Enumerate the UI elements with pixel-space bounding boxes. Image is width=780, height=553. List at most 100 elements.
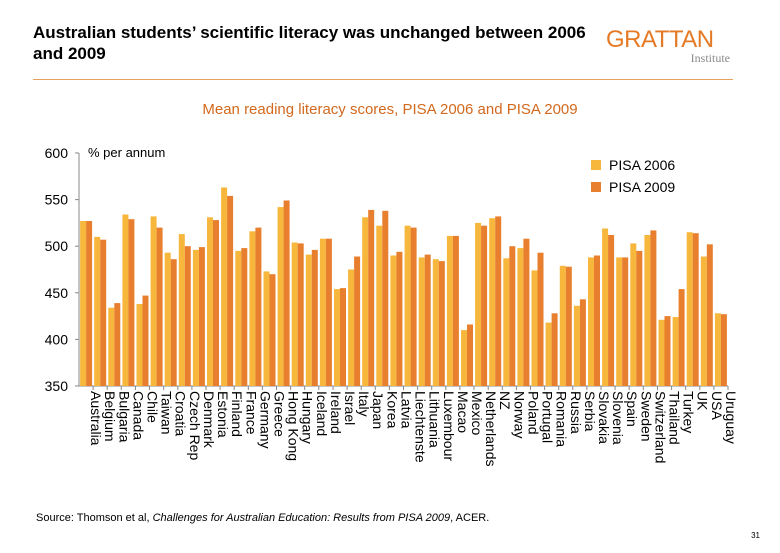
- bar-pisa2006: [686, 232, 693, 386]
- bar-pisa2009: [325, 238, 332, 386]
- bar-pisa2006: [531, 270, 538, 386]
- legend-label: PISA 2006: [609, 157, 675, 173]
- page-number: 31: [751, 531, 760, 540]
- bar-pisa2006: [122, 214, 129, 386]
- x-category-label: Hungary: [300, 391, 316, 444]
- y-tick-label: 600: [45, 145, 69, 161]
- bar-pisa2009: [720, 314, 727, 386]
- bar-pisa2006: [164, 252, 171, 386]
- bar-pisa2009: [565, 266, 572, 386]
- bar-pisa2009: [509, 246, 516, 386]
- bar-pisa2009: [551, 313, 558, 386]
- bar-pisa2006: [602, 228, 609, 386]
- bar-pisa2009: [495, 216, 502, 386]
- x-category-label: Serbia: [582, 391, 598, 432]
- bar-pisa2006: [404, 225, 411, 386]
- bar-pisa2009: [608, 235, 615, 386]
- logo-subtitle: Institute: [690, 51, 730, 65]
- bar-pisa2009: [142, 295, 149, 386]
- bar-pisa2006: [80, 221, 87, 386]
- bar-pisa2009: [269, 274, 276, 386]
- bar-pisa2006: [390, 255, 397, 386]
- x-category-label: Russia: [568, 391, 584, 434]
- bar-pisa2006: [503, 258, 510, 386]
- x-category-label: Denmark: [201, 391, 217, 449]
- x-category-label: Slovenia: [610, 391, 626, 445]
- bar-pisa2009: [198, 247, 205, 386]
- bar-pisa2009: [692, 233, 699, 386]
- x-category-label: Portugal: [540, 391, 556, 443]
- x-category-label: Estonia: [215, 391, 231, 438]
- bar-pisa2006: [573, 305, 580, 386]
- x-category-label: Norway: [511, 391, 527, 438]
- x-category-label: Poland: [525, 391, 541, 435]
- bar-pisa2006: [630, 243, 637, 386]
- bar-pisa2009: [184, 246, 191, 386]
- bar-pisa2009: [594, 255, 600, 386]
- bar-pisa2009: [481, 225, 488, 386]
- x-category-label: Canada: [130, 391, 146, 440]
- x-category-label: Germany: [257, 391, 273, 449]
- bar-pisa2006: [94, 236, 101, 386]
- x-category-label: Switzerland: [652, 391, 668, 463]
- bar-pisa2006: [291, 242, 298, 386]
- bar-pisa2009: [636, 250, 643, 386]
- bar-pisa2009: [452, 235, 459, 386]
- bar-pisa2009: [523, 238, 530, 386]
- legend-swatch: [591, 160, 601, 170]
- bar-pisa2009: [537, 252, 544, 386]
- bar-pisa2006: [376, 225, 383, 386]
- bar-pisa2006: [616, 257, 623, 386]
- bar-pisa2009: [156, 227, 163, 386]
- bar-pisa2009: [622, 257, 629, 386]
- x-category-label: Ireland: [328, 391, 344, 434]
- x-category-label: Croatia: [173, 391, 189, 436]
- bar-pisa2009: [424, 254, 431, 386]
- bar-pisa2009: [340, 288, 346, 386]
- source-note: Source: Thomson et al, Challenges for Au…: [36, 512, 489, 524]
- x-category-label: Bulgaria: [116, 391, 132, 443]
- bar-pisa2009: [706, 244, 713, 386]
- x-category-label: Australia: [88, 391, 104, 446]
- legend-swatch: [591, 182, 601, 192]
- bar-pisa2006: [489, 218, 496, 386]
- bar-pisa2009: [170, 259, 177, 386]
- x-category-label: Turkey: [681, 391, 697, 433]
- bar-pisa2009: [297, 243, 304, 386]
- bar-pisa2006: [432, 259, 439, 386]
- bar-pisa2006: [136, 304, 143, 386]
- bar-pisa2006: [108, 307, 115, 386]
- legend-label: PISA 2009: [609, 179, 675, 195]
- x-category-label: Uruguay: [723, 391, 739, 444]
- bar-pisa2006: [319, 238, 326, 386]
- bar-pisa2009: [368, 209, 375, 386]
- x-category-label: Latvia: [398, 391, 414, 429]
- bar-pisa2009: [650, 230, 657, 386]
- x-category-label: Taiwan: [159, 391, 175, 435]
- bar-pisa2006: [207, 217, 213, 386]
- bar-pisa2006: [348, 269, 355, 386]
- y-tick-label: 450: [45, 285, 69, 301]
- bar-pisa2006: [235, 250, 242, 386]
- bar-pisa2006: [334, 289, 340, 386]
- x-category-label: Iceland: [314, 391, 330, 436]
- bar-pisa2006: [221, 187, 228, 386]
- chart-title: Mean reading literacy scores, PISA 2006 …: [202, 101, 578, 118]
- bar-pisa2006: [178, 234, 185, 386]
- bar-pisa2009: [396, 251, 403, 386]
- x-category-label: Thailand: [667, 391, 683, 445]
- x-category-label: Belgium: [102, 391, 118, 442]
- slide-title: Australian students’ scientific literacy…: [33, 23, 586, 63]
- x-category-label: Mexico: [469, 391, 485, 436]
- bar-pisa2006: [700, 256, 707, 386]
- bar-pisa2006: [418, 257, 425, 386]
- y-tick-label: 350: [45, 378, 69, 394]
- x-category-label: Israel: [342, 391, 358, 425]
- bar-pisa2006: [714, 313, 721, 386]
- x-category-label: Hong Kong: [286, 391, 302, 461]
- x-category-label: Macao: [455, 391, 471, 433]
- grattan-logo: GRATTAN Institute: [606, 26, 732, 72]
- x-category-label: Chile: [145, 391, 161, 423]
- x-category-label: Japan: [370, 391, 386, 429]
- x-category-label: Greece: [272, 391, 288, 437]
